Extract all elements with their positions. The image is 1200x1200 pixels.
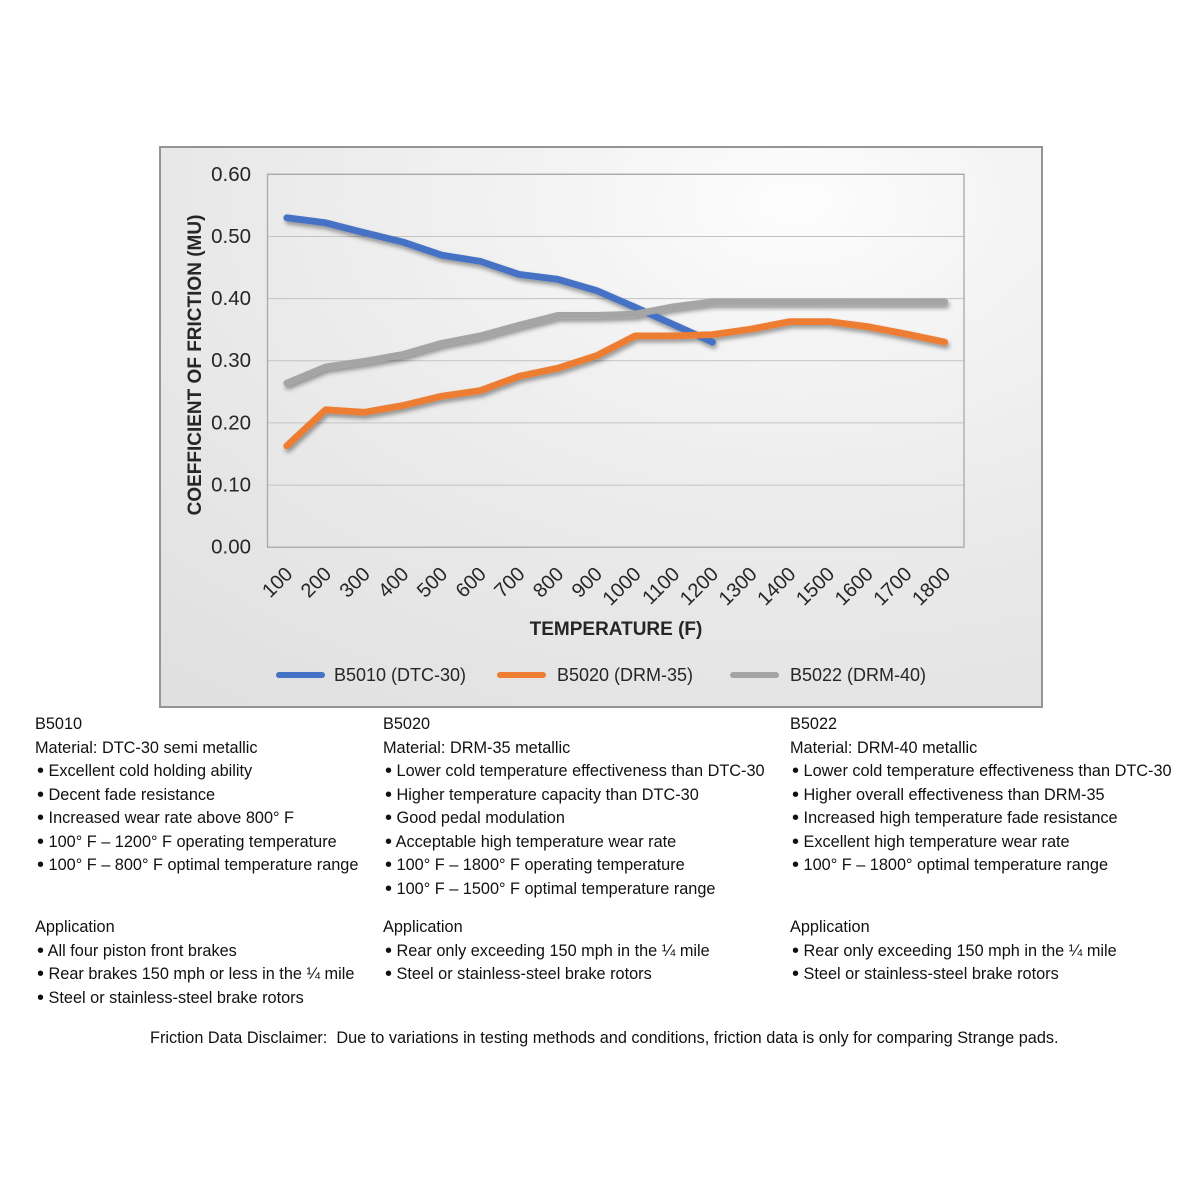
svg-text:0.50: 0.50 [211,225,251,248]
svg-text:B5020 (DRM-35): B5020 (DRM-35) [557,665,693,685]
svg-text:0.20: 0.20 [211,411,251,434]
svg-text:B5010 (DTC-30): B5010 (DTC-30) [334,665,466,685]
svg-text:0.00: 0.00 [211,536,251,559]
svg-text:COEFFICIENT OF FRICTION (MU): COEFFICIENT OF FRICTION (MU) [185,215,206,516]
svg-text:0.40: 0.40 [211,287,251,310]
svg-text:B5022 (DRM-40): B5022 (DRM-40) [790,665,926,685]
svg-text:TEMPERATURE (F): TEMPERATURE (F) [530,619,703,640]
svg-text:0.60: 0.60 [211,163,251,186]
svg-text:0.10: 0.10 [211,474,251,497]
svg-text:0.30: 0.30 [211,349,251,372]
